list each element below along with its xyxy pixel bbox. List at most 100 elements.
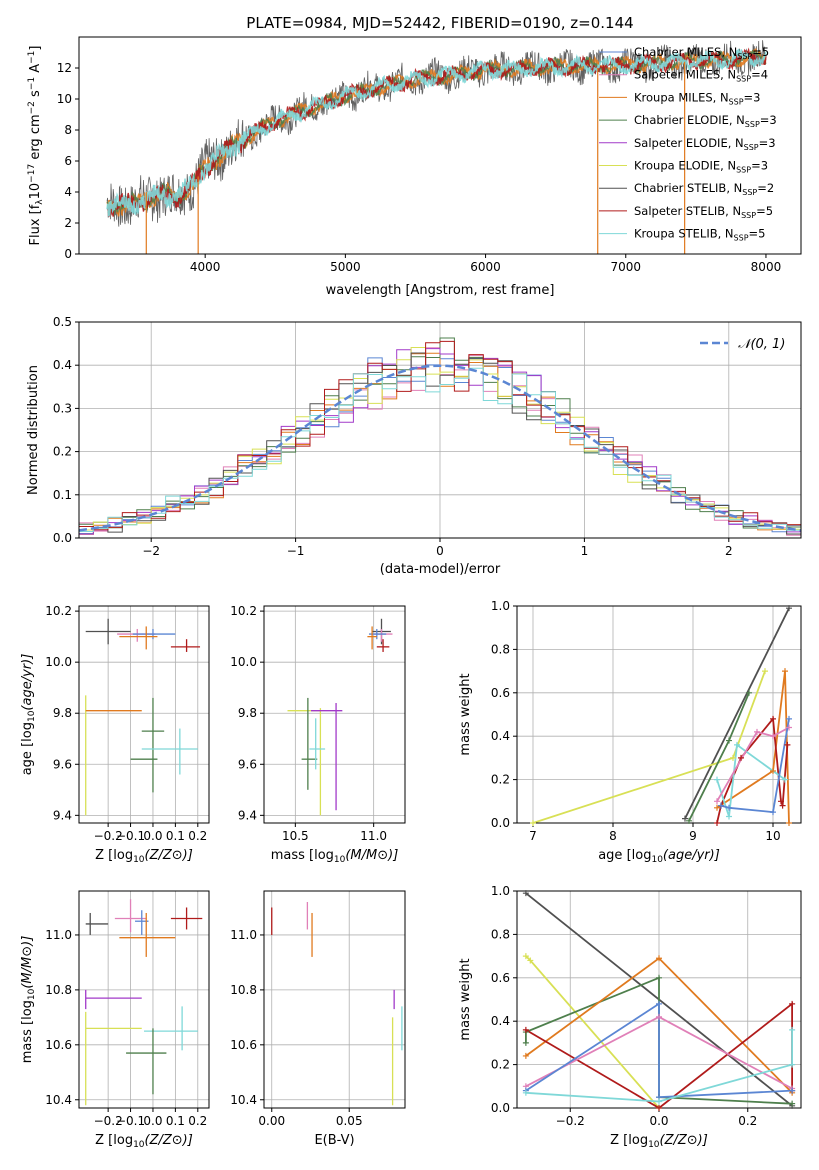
series-marker xyxy=(656,1098,662,1105)
axes-frame xyxy=(263,890,406,1109)
y-tick-label: 10.6 xyxy=(230,1038,257,1052)
series-marker xyxy=(714,804,720,811)
series-marker xyxy=(656,1000,662,1007)
y-tick-label: 9.8 xyxy=(53,706,72,720)
x-tick-label: 0.0 xyxy=(649,1114,668,1128)
y-tick-label: 10.2 xyxy=(45,604,72,618)
series-marker xyxy=(789,1100,796,1107)
x-tick-label: 11.0 xyxy=(360,829,387,843)
y-tick-label: 10.8 xyxy=(230,983,257,997)
series-marker xyxy=(789,1026,796,1033)
x-tick-label: −0.1 xyxy=(116,1114,145,1128)
legend-entry: Chabrier MILES, NSSP=5 xyxy=(634,45,769,61)
panel-age_vs_mass: 10.5 11.0 9.4 9.6 9.8 10.0 10.2 mass [log10(M/M… xyxy=(230,604,406,865)
y-tick-label: 0.3 xyxy=(53,401,72,415)
legend-entry: 𝒩(0, 1) xyxy=(738,337,785,352)
axes-frame xyxy=(78,890,210,1109)
series-chabrier-miles xyxy=(720,718,790,814)
series-marker xyxy=(726,804,732,811)
series-marker xyxy=(770,809,776,816)
y-tick-label: 0.8 xyxy=(491,642,510,656)
series-marker xyxy=(778,798,784,805)
plot-area xyxy=(532,607,790,823)
series-marker xyxy=(754,728,760,735)
x-axis-label: (data-model)/error xyxy=(380,562,501,577)
x-axis-label: Z [log10(Z/Z⊙)] xyxy=(95,848,193,865)
y-tick-label: 10.4 xyxy=(230,1093,257,1107)
series-marker xyxy=(779,802,786,809)
series-marker xyxy=(656,955,662,962)
x-tick-label: 7 xyxy=(529,829,537,843)
series-marker xyxy=(784,741,791,748)
panel-mass_vs_ebv: 0.00 0.05 10.4 10.6 10.8 11.0 E(B-V) xyxy=(230,890,406,1148)
plot-area xyxy=(85,618,201,816)
y-tick-label: 0.0 xyxy=(491,816,510,830)
series-marker xyxy=(530,820,536,826)
x-tick-label: 0.0 xyxy=(143,1114,162,1128)
y-tick-label: 9.4 xyxy=(53,808,72,822)
y-tick-label: 0.0 xyxy=(53,531,72,545)
panel-spectrum: 4000 5000 6000 7000 8000 0 2 4 6 8 10 12 wavelength … xyxy=(27,36,802,298)
y-tick-label: 0 xyxy=(64,247,72,261)
axes-frame xyxy=(78,321,802,539)
axes-frame xyxy=(516,605,802,824)
x-axis-label: Z [log10(Z/Z⊙)] xyxy=(95,1133,193,1150)
x-axis-label: mass [log10(M/M⊙)] xyxy=(271,848,399,865)
figure-title: PLATE=0984, MJD=52442, FIBERID=0190, z=0… xyxy=(246,14,633,32)
x-tick-label: −0.2 xyxy=(94,1114,123,1128)
series-kroupa-elodie xyxy=(525,955,660,1108)
y-axis-label: Normed distribution xyxy=(26,365,41,495)
series-marker xyxy=(770,715,776,722)
y-tick-label: 0.2 xyxy=(491,1058,510,1072)
x-tick-label: 1 xyxy=(581,544,589,558)
series-marker xyxy=(786,715,792,722)
histogram-chabrier-stelib xyxy=(79,352,801,535)
y-tick-label: 9.8 xyxy=(238,706,257,720)
series-salpeter-miles xyxy=(716,726,790,802)
y-tick-label: 0.8 xyxy=(491,927,510,941)
series-marker xyxy=(714,776,720,783)
series-marker xyxy=(734,741,740,748)
series-kroupa-miles xyxy=(716,670,790,823)
series-marker xyxy=(656,1013,662,1020)
y-tick-label: 10.2 xyxy=(230,604,257,618)
legend: Chabrier MILES, NSSP=5 Salpeter MILES, NS… xyxy=(599,45,777,243)
y-axis-label: age [log10(age/yr)] xyxy=(20,654,37,776)
series-marker xyxy=(522,1052,529,1059)
y-axis-label: mass weight xyxy=(458,673,473,755)
series-marker xyxy=(782,776,788,783)
series-marker xyxy=(726,813,732,820)
series-marker xyxy=(786,820,792,826)
y-tick-label: 0.0 xyxy=(491,1101,510,1115)
series-marker xyxy=(522,890,529,897)
panel-massweight_vs_Z: −0.2 0.0 0.2 0.0 0.2 0.4 0.6 0.8 1.0 Z [log10(Z/Z… xyxy=(458,884,802,1150)
series-marker xyxy=(730,754,736,761)
y-tick-label: 0.4 xyxy=(491,1014,510,1028)
x-tick-label: 0.2 xyxy=(188,1114,207,1128)
series-marker xyxy=(686,817,692,824)
y-tick-label: 8 xyxy=(64,123,72,137)
y-tick-label: 10 xyxy=(57,92,72,106)
plot-area xyxy=(85,899,203,1106)
histogram-salpeter-stelib xyxy=(79,340,801,531)
gaussian-curve xyxy=(79,364,801,532)
x-tick-label: 0.05 xyxy=(336,1114,363,1128)
series-marker xyxy=(782,668,788,675)
x-tick-label: 8000 xyxy=(751,260,782,274)
x-tick-label: −1 xyxy=(287,544,305,558)
x-tick-label: 9 xyxy=(689,829,697,843)
series-chabrier-miles xyxy=(525,1002,793,1099)
plot-area xyxy=(287,618,393,816)
legend-entry: Kroupa ELODIE, NSSP=3 xyxy=(634,159,768,175)
legend-entry: Kroupa MILES, NSSP=3 xyxy=(634,90,760,106)
x-axis-label: age [log10(age/yr)] xyxy=(598,848,720,865)
legend-entry: Chabrier ELODIE, NSSP=3 xyxy=(634,113,777,129)
series-kroupa-stelib xyxy=(716,743,786,817)
y-tick-label: 10.4 xyxy=(45,1093,72,1107)
x-axis-label: wavelength [Angstrom, rest frame] xyxy=(326,283,555,298)
series-marker xyxy=(786,724,792,731)
x-tick-label: 0.00 xyxy=(258,1114,285,1128)
axes-frame xyxy=(263,605,406,824)
series-marker xyxy=(527,957,534,964)
x-tick-label: 5000 xyxy=(330,260,361,274)
